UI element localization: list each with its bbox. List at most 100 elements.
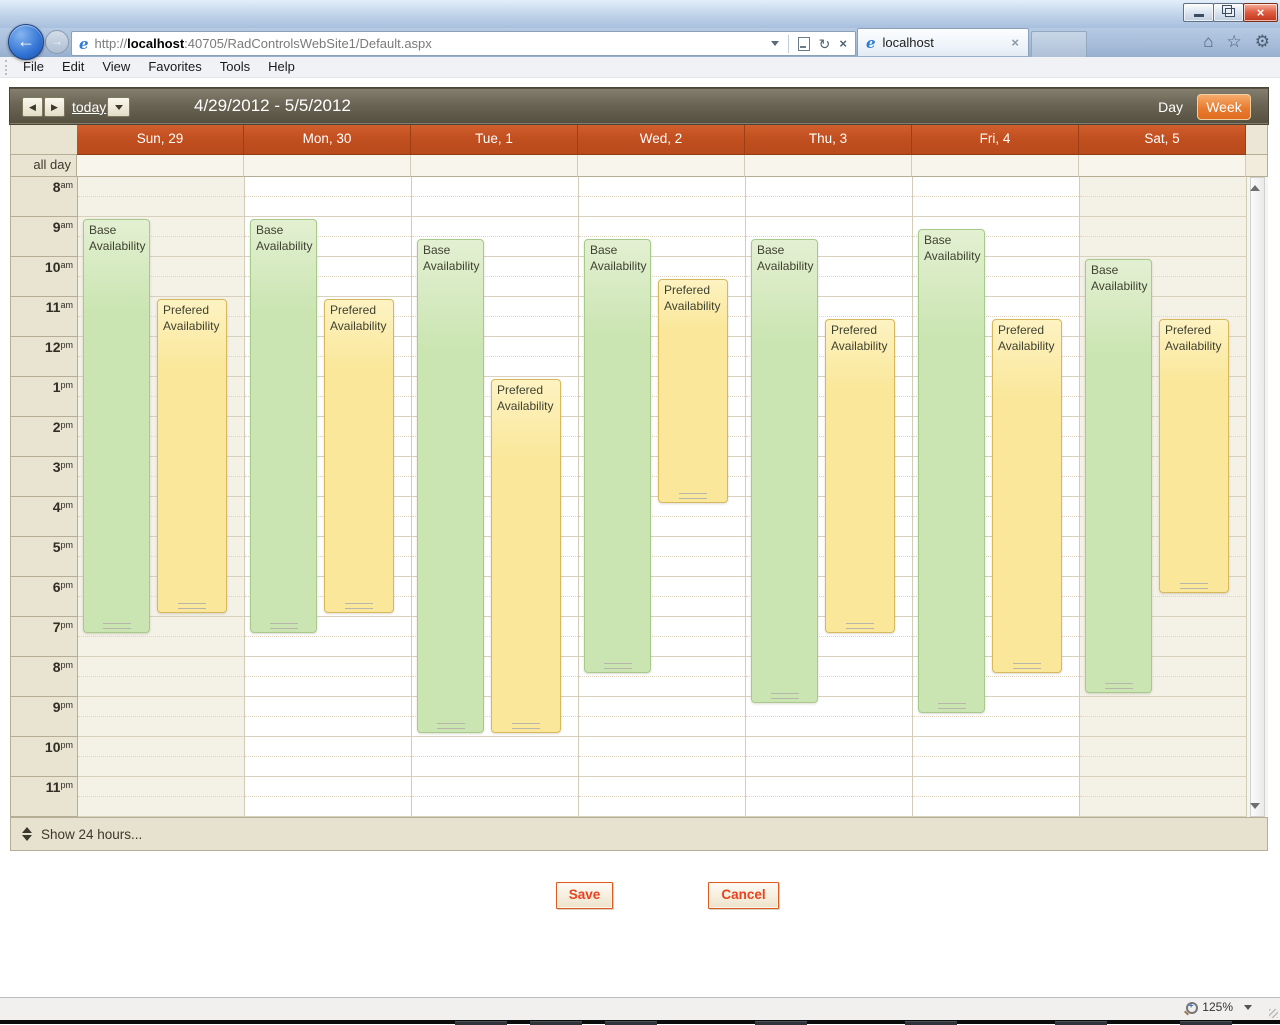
hour-slot[interactable] xyxy=(913,657,1079,697)
event-resize-handle[interactable] xyxy=(770,693,799,699)
hour-slot[interactable] xyxy=(1080,257,1246,297)
today-link[interactable]: today xyxy=(72,99,107,115)
all-day-cell-5[interactable] xyxy=(912,155,1079,177)
show-24-hours-label[interactable]: Show 24 hours... xyxy=(41,826,143,842)
hour-slot[interactable] xyxy=(579,657,745,697)
hour-slot[interactable] xyxy=(1080,217,1246,257)
hour-slot[interactable] xyxy=(412,217,578,257)
compatibility-view-icon[interactable] xyxy=(797,36,810,51)
hour-slot[interactable] xyxy=(412,337,578,377)
base-availability-event[interactable]: Base Availability xyxy=(751,239,818,703)
day-header-0[interactable]: Sun, 29 xyxy=(77,124,244,155)
day-header-3[interactable]: Wed, 2 xyxy=(578,124,745,155)
day-view-button[interactable]: Day xyxy=(1158,99,1183,115)
base-availability-event[interactable]: Base Availability xyxy=(1085,259,1152,693)
event-resize-handle[interactable] xyxy=(436,723,465,729)
prefered-availability-event[interactable]: Prefered Availability xyxy=(157,299,227,613)
all-day-cell-1[interactable] xyxy=(244,155,411,177)
zoom-control[interactable]: + 125% xyxy=(1184,1000,1252,1015)
new-tab-button[interactable] xyxy=(1031,31,1087,57)
hour-slot[interactable] xyxy=(913,217,1079,257)
scroll-down-icon[interactable] xyxy=(1250,803,1260,809)
minimize-button[interactable] xyxy=(1183,3,1214,22)
hour-slot[interactable] xyxy=(1080,617,1246,657)
hour-slot[interactable] xyxy=(1080,777,1246,817)
hour-slot[interactable] xyxy=(78,177,244,217)
hour-slot[interactable] xyxy=(1080,177,1246,217)
event-resize-handle[interactable] xyxy=(1013,663,1041,669)
base-availability-event[interactable]: Base Availability xyxy=(918,229,985,713)
address-dropdown-icon[interactable] xyxy=(770,41,779,46)
event-resize-handle[interactable] xyxy=(937,703,966,709)
hour-slot[interactable] xyxy=(913,737,1079,777)
browser-tab-localhost[interactable]: e localhost × xyxy=(857,28,1029,56)
scrollbar-track[interactable] xyxy=(1250,177,1265,817)
tab-close-icon[interactable]: × xyxy=(1011,35,1019,50)
hour-slot[interactable] xyxy=(245,697,411,737)
back-button[interactable]: ← xyxy=(8,24,44,60)
event-resize-handle[interactable] xyxy=(269,623,298,629)
close-button[interactable]: × xyxy=(1243,3,1278,22)
hour-slot[interactable] xyxy=(78,777,244,817)
favorites-star-icon[interactable]: ☆ xyxy=(1226,32,1242,51)
day-header-2[interactable]: Tue, 1 xyxy=(411,124,578,155)
next-week-button[interactable]: ▶ xyxy=(44,97,65,117)
hour-slot[interactable] xyxy=(913,697,1079,737)
hour-slot[interactable] xyxy=(78,657,244,697)
hour-slot[interactable] xyxy=(1080,657,1246,697)
prefered-availability-event[interactable]: Prefered Availability xyxy=(658,279,728,503)
menu-favorites[interactable]: Favorites xyxy=(148,59,202,74)
cancel-button[interactable]: Cancel xyxy=(708,882,779,909)
hour-slot[interactable] xyxy=(579,737,745,777)
scroll-up-icon[interactable] xyxy=(1250,185,1260,191)
day-header-4[interactable]: Thu, 3 xyxy=(745,124,912,155)
base-availability-event[interactable]: Base Availability xyxy=(584,239,651,673)
event-resize-handle[interactable] xyxy=(102,623,131,629)
prefered-availability-event[interactable]: Prefered Availability xyxy=(992,319,1062,673)
hour-slot[interactable] xyxy=(1080,737,1246,777)
prefered-availability-event[interactable]: Prefered Availability xyxy=(324,299,394,613)
day-header-1[interactable]: Mon, 30 xyxy=(244,124,411,155)
menu-help[interactable]: Help xyxy=(268,59,295,74)
forward-button[interactable]: → xyxy=(45,30,69,54)
prefered-availability-event[interactable]: Prefered Availability xyxy=(825,319,895,633)
hour-slot[interactable] xyxy=(78,617,244,657)
home-icon[interactable]: ⌂ xyxy=(1203,32,1214,51)
hour-slot[interactable] xyxy=(245,777,411,817)
event-resize-handle[interactable] xyxy=(345,603,373,609)
hour-slot[interactable] xyxy=(412,257,578,297)
hour-slot[interactable] xyxy=(245,177,411,217)
event-resize-handle[interactable] xyxy=(512,723,540,729)
restore-button[interactable] xyxy=(1213,3,1244,22)
hour-slot[interactable] xyxy=(579,697,745,737)
event-resize-handle[interactable] xyxy=(1104,683,1133,689)
hour-slot[interactable] xyxy=(245,617,411,657)
menu-edit[interactable]: Edit xyxy=(61,59,85,74)
hour-slot[interactable] xyxy=(579,217,745,257)
hour-slot[interactable] xyxy=(579,617,745,657)
refresh-icon[interactable]: ↻ xyxy=(818,35,831,52)
zoom-dropdown-icon[interactable] xyxy=(1244,1004,1252,1010)
hour-slot[interactable] xyxy=(746,177,912,217)
scheduler-footer[interactable]: Show 24 hours... xyxy=(10,817,1268,851)
hour-slot[interactable] xyxy=(913,777,1079,817)
hour-slot[interactable] xyxy=(746,257,912,297)
hour-slot[interactable] xyxy=(245,657,411,697)
hour-slot[interactable] xyxy=(746,617,912,657)
event-resize-handle[interactable] xyxy=(603,663,632,669)
hour-slot[interactable] xyxy=(245,257,411,297)
prefered-availability-event[interactable]: Prefered Availability xyxy=(491,379,561,733)
all-day-cell-4[interactable] xyxy=(745,155,912,177)
hour-slot[interactable] xyxy=(746,777,912,817)
event-resize-handle[interactable] xyxy=(1180,583,1208,589)
hour-slot[interactable] xyxy=(412,297,578,337)
hour-slot[interactable] xyxy=(245,737,411,777)
all-day-cell-6[interactable] xyxy=(1079,155,1246,177)
hour-slot[interactable] xyxy=(78,257,244,297)
hour-slot[interactable] xyxy=(913,177,1079,217)
day-header-5[interactable]: Fri, 4 xyxy=(912,124,1079,155)
week-view-button[interactable]: Week xyxy=(1197,94,1251,120)
hour-slot[interactable] xyxy=(746,217,912,257)
hour-slot[interactable] xyxy=(412,737,578,777)
address-bar[interactable]: e http://localhost:40705/RadControlsWebS… xyxy=(71,31,856,56)
